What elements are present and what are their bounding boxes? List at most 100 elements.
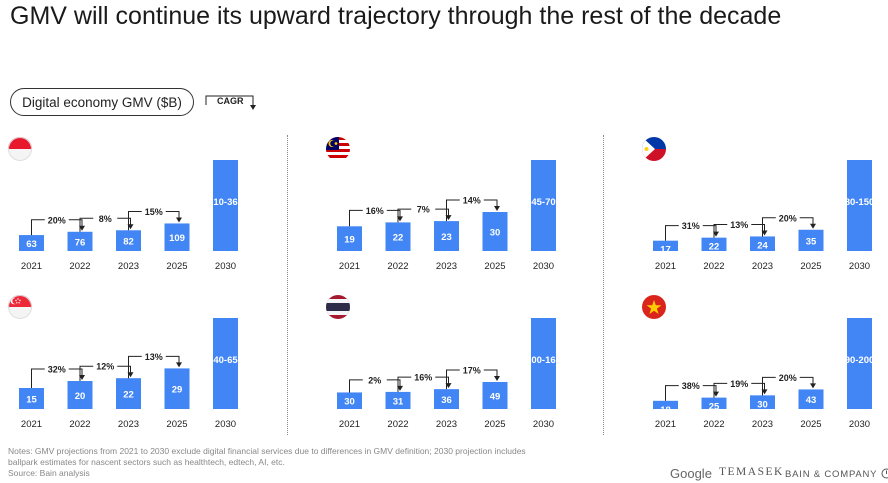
cagr-label: 20%	[779, 213, 797, 223]
bar-2023	[750, 395, 775, 409]
bar-value-label: 25	[709, 402, 720, 413]
cagr-bracket: 19%	[713, 377, 768, 398]
bar-2023	[750, 236, 775, 251]
cagr-arrow-icon	[205, 95, 256, 110]
bar-value-label: 45-70	[531, 197, 555, 208]
bar-2030	[531, 160, 556, 251]
cagr-label: 20%	[48, 215, 66, 225]
bain-logo: BAIN & COMPANY	[785, 468, 888, 480]
bain-logo-text: BAIN & COMPANY	[785, 469, 878, 480]
cagr-bracket: 31%	[665, 219, 719, 241]
bar-2021	[653, 240, 678, 251]
bar-value-label: 109	[169, 233, 185, 244]
philippines-chart: 17 2021 22 2022 24 2023 35 2025 80-150 2030 31% 13%…	[642, 135, 888, 280]
bar-2022	[67, 381, 93, 409]
x-tick-label: 2030	[849, 419, 870, 430]
cagr-bracket: 20%	[31, 213, 85, 236]
cagr-bracket: 16%	[397, 371, 452, 392]
x-tick-label: 2021	[21, 261, 42, 272]
cagr-bracket: 8%	[79, 212, 134, 232]
cagr-bracket: 13%	[128, 350, 182, 379]
bar-2025	[164, 368, 190, 409]
bar-value-label: 30	[757, 399, 768, 410]
bar-2025	[164, 223, 190, 251]
bar-value-label: 22	[393, 233, 404, 244]
indonesia-flag-icon	[8, 137, 32, 161]
bar-2030	[531, 318, 556, 409]
cagr-legend: CAGR	[205, 93, 257, 113]
x-tick-label: 2025	[484, 261, 505, 272]
bar-2025	[798, 229, 824, 251]
bar-2022	[385, 222, 411, 251]
x-tick-label: 2023	[436, 261, 457, 272]
malaysia-chart: 19 2021 22 2022 23 2023 30 2025 45-70 2030 16% 7% 14…	[326, 135, 594, 280]
x-tick-label: 2030	[215, 419, 236, 430]
cagr-bracket: 16%	[349, 204, 403, 227]
singapore-chart: 15 2021 20 2022 22 2023 29 2025 40-65 2030 32% 12% 1…	[8, 293, 276, 438]
x-tick-label: 2025	[484, 419, 505, 430]
bar-2022	[701, 397, 727, 409]
bar-value-label: 49	[490, 391, 501, 402]
bar-2021	[19, 388, 44, 409]
bar-value-label: 31	[393, 396, 404, 407]
x-tick-label: 2022	[69, 419, 90, 430]
cagr-label: 32%	[48, 365, 66, 375]
bar-value-label: 76	[75, 237, 86, 248]
cagr-legend-label: CAGR	[217, 96, 244, 106]
page-title: GMV will continue its upward trajectory …	[10, 2, 782, 30]
cagr-bracket: 15%	[128, 205, 182, 231]
cagr-label: 31%	[682, 221, 700, 231]
x-tick-label: 2025	[800, 419, 821, 430]
x-tick-label: 2023	[752, 419, 773, 430]
bar-2023	[434, 221, 459, 251]
bar-value-label: 18	[660, 405, 671, 416]
cagr-bracket: 14%	[446, 194, 500, 222]
bar-value-label: 19	[344, 235, 355, 246]
bar-value-label: 36	[441, 395, 452, 406]
thailand-flag-icon	[326, 295, 350, 319]
bar-2030	[213, 318, 238, 409]
bar-2022	[385, 391, 411, 409]
x-tick-label: 2021	[655, 261, 676, 272]
cagr-bracket: 13%	[713, 218, 768, 238]
x-tick-label: 2030	[533, 419, 554, 430]
bar-2023	[116, 230, 141, 251]
bar-value-label: 63	[26, 239, 37, 250]
bar-2022	[701, 237, 727, 251]
cagr-label: 2%	[368, 375, 381, 385]
bar-2023	[116, 378, 141, 409]
temasek-logo: TEMASEK	[719, 466, 784, 478]
cagr-bracket: 7%	[397, 203, 452, 223]
bar-value-label: 15	[26, 395, 37, 406]
x-tick-label: 2021	[655, 419, 676, 430]
cagr-bracket: 12%	[79, 360, 134, 381]
notes-line: Notes: GMV projections from 2021 to 2030…	[8, 446, 526, 456]
thailand-chart: 30 2021 31 2022 36 2023 49 2025 100-165 2030 2% 16%…	[326, 293, 594, 438]
cagr-label: 7%	[417, 205, 430, 215]
x-tick-label: 2030	[533, 261, 554, 272]
bar-value-label: 22	[709, 242, 720, 253]
bar-2030	[213, 160, 238, 251]
x-tick-label: 2025	[166, 419, 187, 430]
x-tick-label: 2023	[118, 261, 139, 272]
x-tick-label: 2025	[800, 261, 821, 272]
x-tick-label: 2021	[339, 261, 360, 272]
x-tick-label: 2021	[21, 419, 42, 430]
cagr-label: 14%	[463, 196, 481, 206]
x-tick-label: 2022	[387, 419, 408, 430]
bar-2030	[847, 318, 872, 409]
bar-2030	[847, 160, 872, 251]
bar-value-label: 82	[123, 237, 134, 248]
x-tick-label: 2023	[436, 419, 457, 430]
bar-value-label: 29	[172, 385, 183, 396]
singapore-flag-icon	[8, 295, 32, 319]
cagr-label: 13%	[145, 352, 163, 362]
bar-2021	[653, 400, 678, 409]
footnotes: Notes: GMV projections from 2021 to 2030…	[8, 446, 608, 479]
vietnam-flag-icon	[642, 295, 666, 319]
cagr-label: 16%	[366, 206, 384, 216]
x-tick-label: 2022	[703, 419, 724, 430]
bar-value-label: 100-165	[526, 355, 562, 366]
bar-value-label: 30	[490, 228, 501, 239]
indonesia-chart: 63 2021 76 2022 82 2023 109 2025 210-360 2030 20% 8…	[8, 135, 276, 280]
